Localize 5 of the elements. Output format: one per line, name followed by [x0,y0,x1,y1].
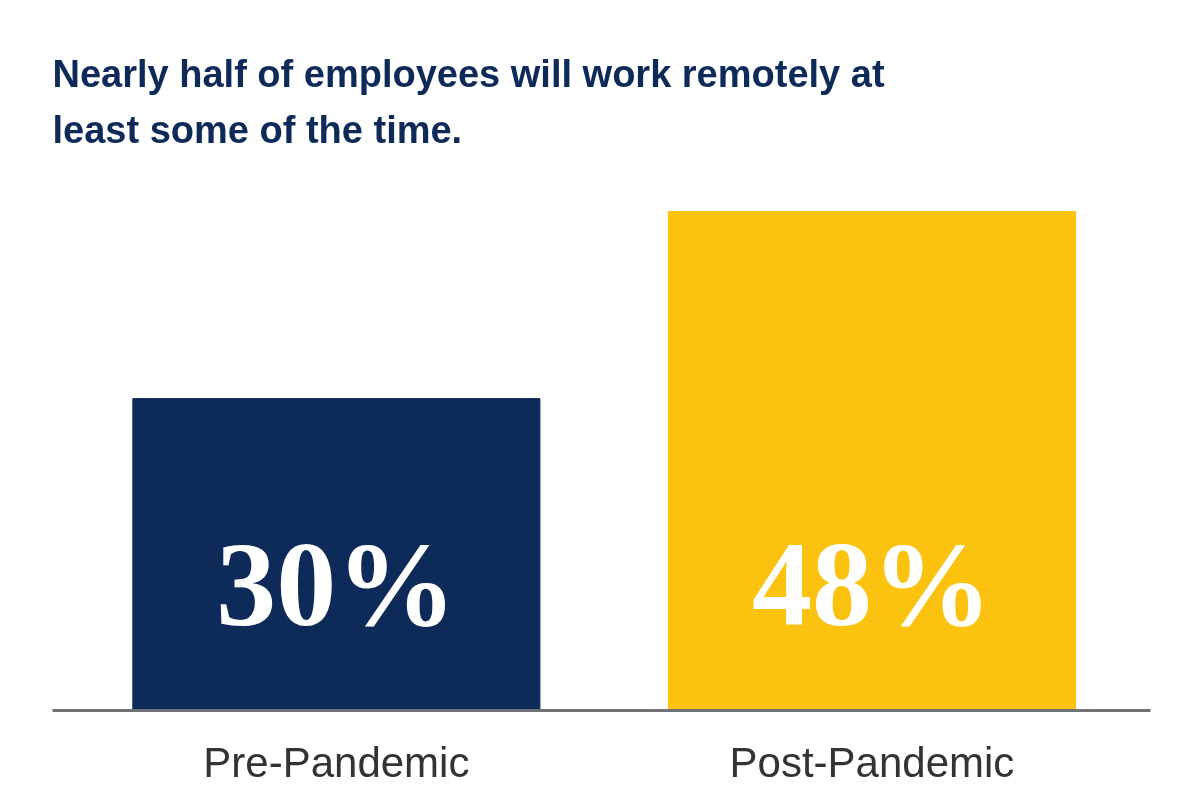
data-label: 30% [216,517,457,651]
x-tick-label: Post-Pandemic [729,738,1015,786]
x-tick-label: Pre-Pandemic [203,738,470,786]
data-label: 48% [751,517,992,651]
chart-title: Nearly half of employees will work remotely at least some of the time. [52,52,885,152]
